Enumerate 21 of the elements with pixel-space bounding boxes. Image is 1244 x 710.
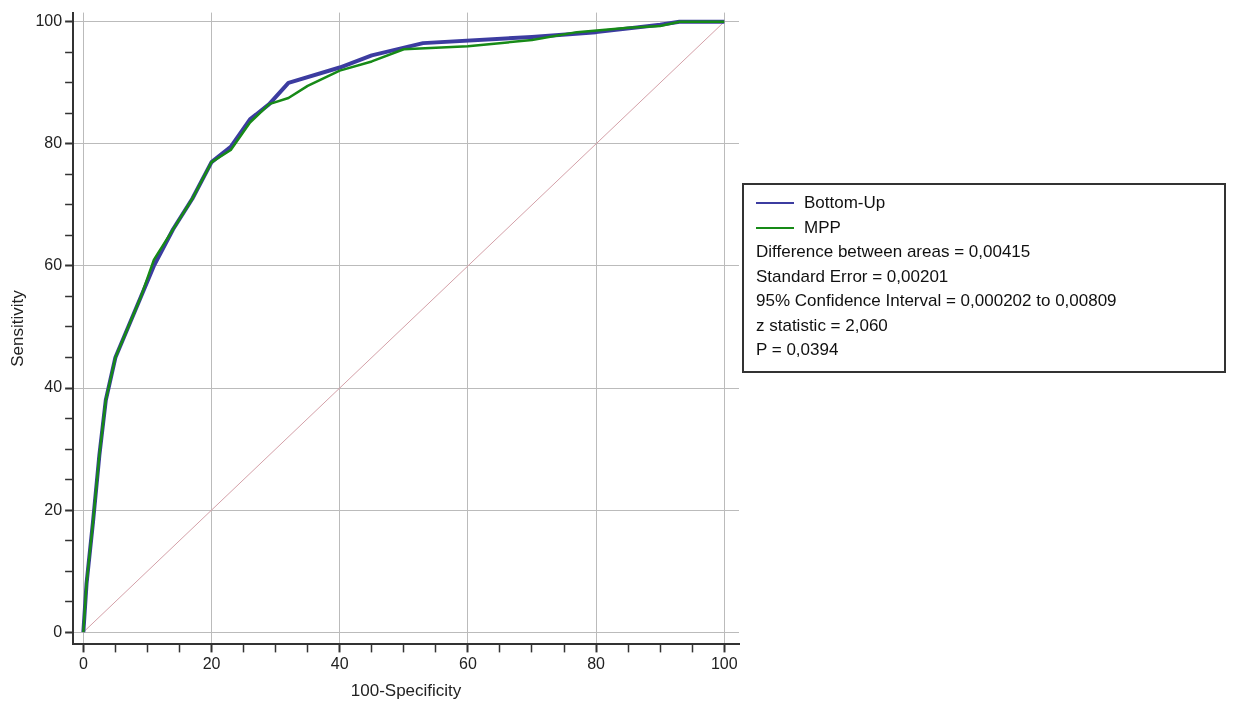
text: P = 0,0394 xyxy=(756,339,840,361)
x-tick-label: 100 xyxy=(710,655,738,673)
x-tick-label: 60 xyxy=(459,655,477,673)
text: z statistic = 2,060 xyxy=(756,314,889,337)
y-tick-label: 20 xyxy=(44,500,63,518)
x-tick-label: 40 xyxy=(330,655,349,673)
legend-label: Bottom-Up xyxy=(804,192,886,214)
y-tick-label: 80 xyxy=(44,134,63,152)
x-tick-label: 0 xyxy=(78,655,88,673)
text: 95% Confidence Interval = 0,000202 to 0,00809 xyxy=(756,290,1118,312)
y-tick-label: 60 xyxy=(44,256,63,274)
text: Standard Error = 0,00201 xyxy=(756,265,950,288)
y-tick-label: 100 xyxy=(35,12,63,30)
text: Difference between areas = 0,00415 xyxy=(756,241,1032,263)
x-tick-label: 20 xyxy=(202,655,221,673)
y-tick-label: 40 xyxy=(44,378,63,396)
x-tick-label: 80 xyxy=(587,655,606,673)
y-tick-label: 0 xyxy=(53,622,63,640)
legend-label: MPP xyxy=(804,216,841,239)
y-axis-title: Sensitivity xyxy=(7,289,27,367)
x-axis-title: 100-Specificity xyxy=(350,681,462,701)
